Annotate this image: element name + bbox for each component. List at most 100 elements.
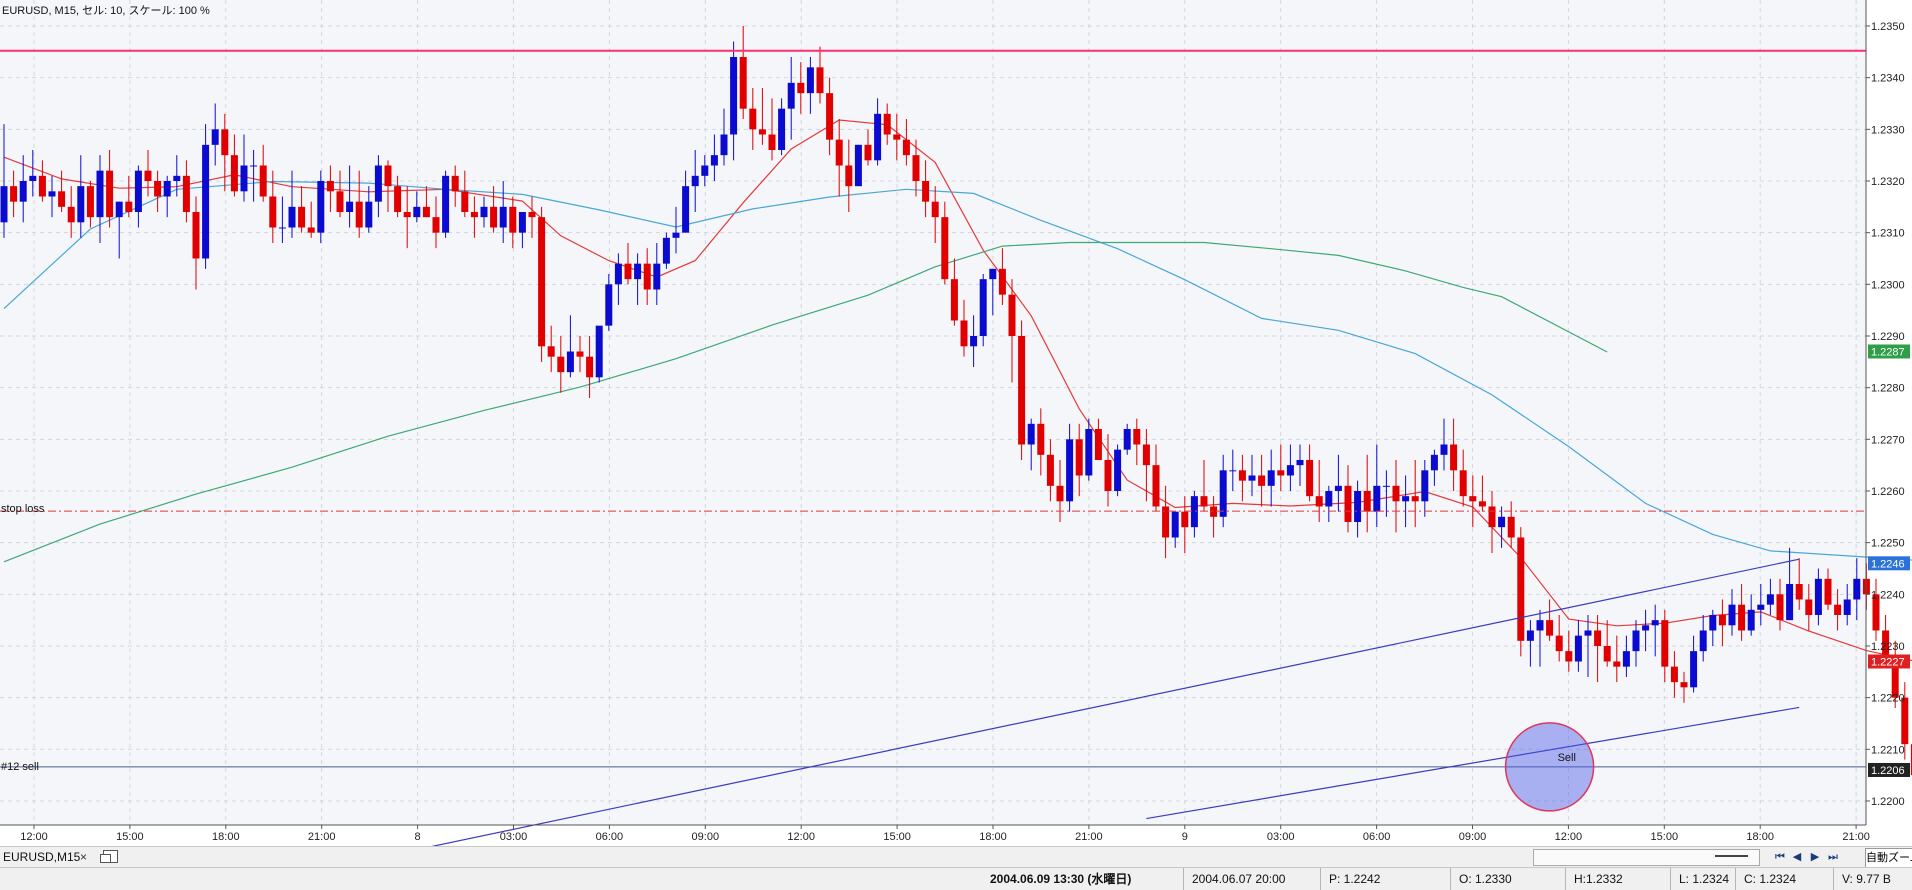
candle-body xyxy=(1210,506,1217,516)
candle-body xyxy=(1383,486,1390,487)
candle-body xyxy=(653,264,660,290)
candle-body xyxy=(730,57,737,134)
candle-body xyxy=(231,155,238,191)
candle-body xyxy=(173,176,180,181)
price-tick-label: 1.2220 xyxy=(1871,693,1905,705)
candle-body xyxy=(663,238,670,264)
status-p: P: 1.2242 xyxy=(1320,868,1380,890)
candle-body xyxy=(1037,424,1044,455)
candle-body xyxy=(1412,496,1419,501)
previous-icon[interactable]: ◀ xyxy=(1790,849,1804,865)
candle-body xyxy=(1671,667,1678,682)
candle-body xyxy=(970,336,977,346)
time-tick-label: 12:00 xyxy=(787,831,815,843)
candle-body xyxy=(221,129,228,155)
candle-body xyxy=(394,186,401,212)
candle-body xyxy=(740,57,747,109)
auto-zoom-button[interactable]: 自動ズーム xyxy=(1865,848,1912,868)
candle-body xyxy=(922,181,929,202)
candle-body xyxy=(154,181,161,196)
auto-zoom-label: 自動ズーム xyxy=(1866,852,1912,864)
candle-body xyxy=(1729,605,1736,626)
candle-body xyxy=(1633,630,1640,651)
first-page-icon[interactable]: ⏮ xyxy=(1773,849,1787,865)
scroll-thumb[interactable] xyxy=(1715,855,1748,857)
candle-body xyxy=(183,176,190,212)
close-icon[interactable]: × xyxy=(80,847,87,867)
candle-body xyxy=(413,207,420,217)
candle-body xyxy=(471,212,478,217)
scroll-box[interactable] xyxy=(1533,849,1760,866)
price-tag-label: 1.2246 xyxy=(1871,558,1905,570)
price-tick-label: 1.2290 xyxy=(1871,331,1905,343)
candle-body xyxy=(932,202,939,217)
time-tick-label: 18:00 xyxy=(212,831,240,843)
candle-body xyxy=(1623,651,1630,666)
candle-body xyxy=(1421,470,1428,501)
chart-tab[interactable]: EURUSD,M15 xyxy=(0,847,80,867)
candle-body xyxy=(346,202,353,212)
candle-body xyxy=(1498,517,1505,527)
candle-body xyxy=(1066,439,1073,501)
price-tag-label: 1.2206 xyxy=(1871,765,1905,777)
candle-body xyxy=(1105,460,1112,491)
candle-body xyxy=(1489,506,1496,527)
candle-body xyxy=(711,155,718,165)
candle-body xyxy=(1354,491,1361,522)
candle-body xyxy=(135,171,142,212)
price-chart[interactable]: Sell 1.23501.23401.23301.23201.23101.230… xyxy=(0,0,1912,846)
candle-body xyxy=(145,171,152,181)
candle-body xyxy=(1805,599,1812,614)
next-icon[interactable]: ▶ xyxy=(1808,849,1822,865)
candle-body xyxy=(29,176,36,181)
price-tick-label: 1.2200 xyxy=(1871,796,1905,808)
candle-body xyxy=(337,191,344,212)
status-bar-time: 2004.06.07 20:00 xyxy=(1183,868,1285,890)
candle-body xyxy=(1556,636,1563,651)
candle-body xyxy=(1018,336,1025,444)
candle-body xyxy=(721,134,728,155)
candle-body xyxy=(884,114,891,135)
candle-body xyxy=(1316,496,1323,506)
plot-background xyxy=(0,0,1866,825)
candle-body xyxy=(1325,491,1332,506)
candle-body xyxy=(961,320,968,346)
candle-body xyxy=(865,145,872,160)
candle xyxy=(1018,320,1025,459)
candle-body xyxy=(212,129,219,144)
price-tick-label: 1.2240 xyxy=(1871,589,1905,601)
candle xyxy=(663,233,670,269)
candle-body xyxy=(1815,579,1822,615)
candle-body xyxy=(836,140,843,166)
candle-body xyxy=(298,207,305,228)
candle-body xyxy=(759,129,766,134)
candle-body xyxy=(826,93,833,139)
price-tick-label: 1.2280 xyxy=(1871,383,1905,395)
status-close: C: 1.2324 xyxy=(1735,868,1796,890)
candle-body xyxy=(1661,620,1668,666)
price-tick-label: 1.2250 xyxy=(1871,538,1905,550)
time-tick-label: 12:00 xyxy=(1555,831,1583,843)
candle-body xyxy=(202,145,209,259)
candle-body xyxy=(1047,455,1054,486)
candle-body xyxy=(260,165,267,196)
candle-body xyxy=(1460,470,1467,496)
last-page-icon[interactable]: ⏭ xyxy=(1826,849,1840,865)
time-tick-label: 21:00 xyxy=(1075,831,1103,843)
candle-body xyxy=(279,227,286,228)
time-tick-label: 06:00 xyxy=(596,831,624,843)
candle-body xyxy=(874,114,881,160)
window-icon[interactable] xyxy=(103,850,118,863)
candle-body xyxy=(673,233,680,238)
candle-body xyxy=(481,207,488,217)
candle-body xyxy=(1469,496,1476,501)
price-tick-label: 1.2310 xyxy=(1871,228,1905,240)
candle-body xyxy=(1268,470,1275,485)
candle-body xyxy=(749,109,756,130)
price-tick-label: 1.2210 xyxy=(1871,744,1905,756)
time-tick-label: 03:00 xyxy=(500,831,528,843)
candle-body xyxy=(1345,486,1352,522)
candle-body xyxy=(250,165,257,166)
candle-body xyxy=(1786,584,1793,620)
candle-body xyxy=(1681,682,1688,687)
